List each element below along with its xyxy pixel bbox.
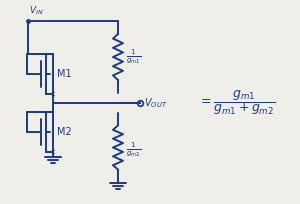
Text: $\frac{1}{g_{m1}}$: $\frac{1}{g_{m1}}$ bbox=[126, 48, 141, 66]
Text: M2: M2 bbox=[57, 127, 72, 137]
Text: $\frac{1}{g_{m2}}$: $\frac{1}{g_{m2}}$ bbox=[126, 140, 141, 159]
Text: M1: M1 bbox=[57, 69, 72, 79]
Text: $= \dfrac{g_{m1}}{g_{m1}+g_{m2}}$: $= \dfrac{g_{m1}}{g_{m1}+g_{m2}}$ bbox=[198, 89, 275, 118]
Text: $V_{IN}$: $V_{IN}$ bbox=[29, 4, 44, 17]
Text: $V_{OUT}$: $V_{OUT}$ bbox=[144, 96, 168, 110]
